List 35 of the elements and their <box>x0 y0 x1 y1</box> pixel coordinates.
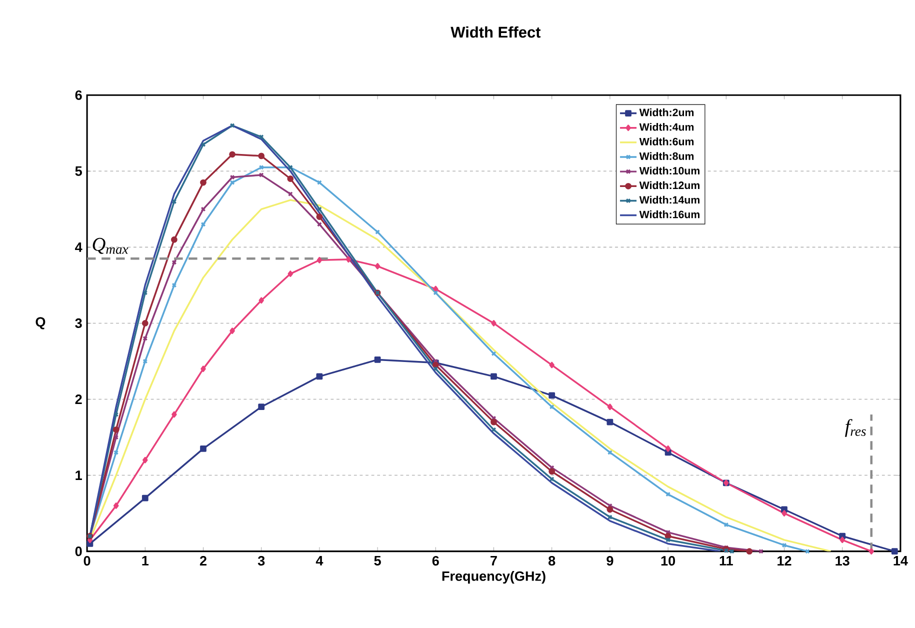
y-axis-title: Q <box>36 317 46 330</box>
x-tick-label: 2 <box>200 556 206 566</box>
y-tick-label: 4 <box>75 242 82 252</box>
legend-label: Width:6um <box>639 138 694 146</box>
x-tick-label: 12 <box>778 556 792 566</box>
legend-label: Width:16um <box>639 210 700 218</box>
x-tick-label: 13 <box>836 556 850 566</box>
y-tick-label: 2 <box>75 394 82 404</box>
legend-label: Width:12um <box>639 181 700 190</box>
x-tick-label: 11 <box>720 556 733 566</box>
x-tick-label: 5 <box>374 556 381 566</box>
x-tick-label: 4 <box>316 556 324 566</box>
y-tick-label: 1 <box>76 470 82 480</box>
legend-label: Width:8um <box>639 152 694 160</box>
x-tick-label: 10 <box>661 556 676 566</box>
x-tick-label: 14 <box>894 556 908 566</box>
x-tick-label: 0 <box>84 556 90 566</box>
x-tick-label: 6 <box>432 556 439 566</box>
x-axis-title: Frequency(GHz) <box>442 570 546 584</box>
legend-label: Width:2um <box>639 108 694 116</box>
y-tick-label: 5 <box>75 166 82 176</box>
ref-line-label: f$_{res}$ <box>845 419 866 437</box>
x-tick-label: 7 <box>490 556 497 566</box>
y-tick-label: 6 <box>75 90 82 100</box>
ref-line-label: Q$_{max}$ <box>92 238 128 254</box>
y-tick-label: 3 <box>75 318 82 328</box>
x-tick-label: 3 <box>258 556 265 566</box>
legend-label: Width:4um <box>639 122 694 131</box>
y-tick-label: 0 <box>75 546 82 556</box>
legend-label: Width:10um <box>639 166 700 175</box>
legend-label: Width:14um <box>639 196 700 204</box>
x-tick-label: 9 <box>606 556 614 566</box>
x-tick-label: 8 <box>548 556 556 566</box>
chart-title: Width Effect <box>450 26 541 38</box>
x-tick-label: 1 <box>142 556 149 566</box>
